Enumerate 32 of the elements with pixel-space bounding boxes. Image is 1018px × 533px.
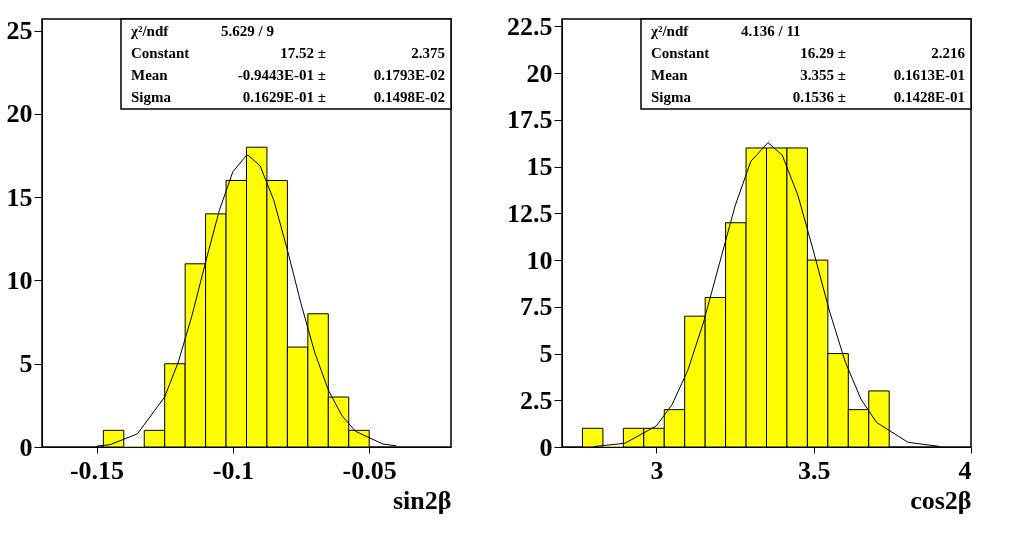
y-tick-label: 20 xyxy=(526,58,553,88)
text: χ²/ndf 5.629 / 9 xyxy=(131,23,274,39)
y-tick-label: 7.5 xyxy=(520,292,553,322)
y-tick-label: 0 xyxy=(539,432,553,462)
x-tick-label: -0.05 xyxy=(342,455,397,485)
y-tick-label: 0 xyxy=(19,432,33,462)
x-tick-label: 3 xyxy=(650,455,664,485)
y-tick-label: 5 xyxy=(19,349,33,379)
x-tick-label: -0.1 xyxy=(212,455,254,485)
text: Mean -0.9443E-01 ± 0.1793E-02 xyxy=(131,67,445,83)
y-tick-label: 10 xyxy=(526,245,553,275)
text: Constant 16.29 ± 2.216 xyxy=(651,45,965,61)
text: Mean 3.355 ± 0.1613E-01 xyxy=(651,67,965,83)
x-tick-label: -0.15 xyxy=(69,455,125,485)
x-tick-label: 3.5 xyxy=(797,455,831,485)
y-tick-label: 15 xyxy=(6,182,33,212)
y-tick-label: 15 xyxy=(526,152,553,182)
text: χ²/ndf 4.136 / 11 xyxy=(651,23,801,39)
text: Sigma 0.1629E-01 ± 0.1498E-02 xyxy=(131,89,445,105)
x-axis-title: cos2β xyxy=(910,485,972,515)
text: Constant 17.52 ± 2.375 xyxy=(131,45,445,61)
y-tick-label: 17.5 xyxy=(507,105,553,135)
y-tick-label: 5 xyxy=(539,339,553,369)
y-tick-label: 10 xyxy=(6,265,33,295)
y-tick-label: 22.5 xyxy=(507,11,553,41)
y-tick-label: 20 xyxy=(6,99,33,129)
x-axis-title: sin2β xyxy=(393,485,452,515)
text: Sigma 0.1536 ± 0.1428E-01 xyxy=(651,89,965,105)
y-tick-label: 25 xyxy=(6,16,33,46)
y-tick-label: 12.5 xyxy=(507,198,553,228)
y-tick-label: 2.5 xyxy=(520,385,553,415)
x-tick-label: 4 xyxy=(958,455,972,485)
